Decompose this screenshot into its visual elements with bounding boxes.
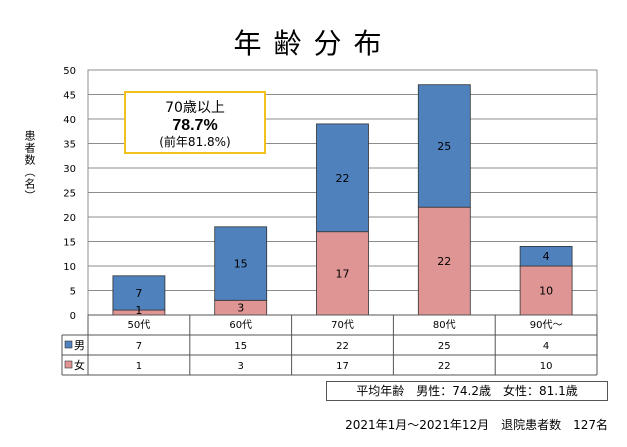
table-cell-female: 3 xyxy=(238,361,244,372)
bar-label-male: 25 xyxy=(437,140,451,153)
bar-female xyxy=(519,265,573,316)
bar-label-female: 3 xyxy=(237,302,244,315)
x-tick-label: 60代 xyxy=(229,319,252,331)
table-cell-female: 17 xyxy=(336,361,349,372)
table-cell-male: 25 xyxy=(438,341,451,352)
y-tick-label: 5 xyxy=(70,287,76,298)
y-tick-label: 10 xyxy=(63,262,76,273)
y-tick-label: 15 xyxy=(63,238,76,249)
legend-label-female: 女 xyxy=(74,358,85,372)
bar-male xyxy=(316,123,369,233)
average-age-box: 平均年齢 男性：74.2歳 女性：81.1歳 xyxy=(326,381,608,401)
bar-label-male: 4 xyxy=(543,250,550,263)
y-tick-label: 35 xyxy=(63,140,76,151)
y-tick-label: 45 xyxy=(63,91,76,102)
bar-label-male: 15 xyxy=(234,258,248,271)
bar-male xyxy=(519,245,573,267)
chart-title: 年齢分布 xyxy=(233,27,394,60)
x-tick-label: 80代 xyxy=(433,319,456,331)
callout-percent: 78.7% xyxy=(172,117,218,134)
table-cell-male: 15 xyxy=(234,341,247,352)
callout-line1: 70歳以上 xyxy=(165,100,225,116)
legend-swatch-female xyxy=(64,360,73,369)
y-tick-label: 30 xyxy=(63,164,76,175)
table-cell-female: 22 xyxy=(438,361,451,372)
y-tick-label: 50 xyxy=(63,66,76,77)
bar-male xyxy=(112,275,166,311)
table-cell-female: 10 xyxy=(540,361,553,372)
x-tick-label: 50代 xyxy=(128,319,151,331)
legend-label-male: 男 xyxy=(74,339,85,352)
bar-female xyxy=(316,231,369,316)
bar-label-female: 10 xyxy=(539,285,553,298)
table-cell-male: 4 xyxy=(543,341,549,352)
bar-label-male: 7 xyxy=(135,287,142,300)
bar-label-female: 22 xyxy=(437,255,451,268)
period-footer: 2021年1月～2021年12月 退院患者数 127名 xyxy=(345,418,608,432)
callout-previous: (前年81.8%) xyxy=(159,135,231,149)
bar-label-female: 1 xyxy=(135,304,142,317)
y-tick-label: 40 xyxy=(63,115,76,126)
y-tick-label: 25 xyxy=(63,189,76,200)
bar-male xyxy=(214,226,268,301)
table-cell-male: 22 xyxy=(336,341,349,352)
bar-label-female: 17 xyxy=(336,267,350,280)
bar-label-male: 22 xyxy=(336,172,350,185)
table-cell-male: 7 xyxy=(136,341,142,352)
table-cell-female: 1 xyxy=(136,361,142,372)
y-tick-label: 0 xyxy=(70,311,76,322)
bar-male xyxy=(417,84,471,208)
x-tick-label: 90代～ xyxy=(530,319,563,331)
callout-box: 70歳以上 78.7% (前年81.8%) xyxy=(124,91,266,154)
y-tick-label: 20 xyxy=(63,213,76,224)
bar-female xyxy=(417,206,471,316)
legend-swatch-male xyxy=(64,340,73,349)
y-axis-label: 患者数（名） xyxy=(23,130,36,202)
x-tick-label: 70代 xyxy=(331,319,354,331)
